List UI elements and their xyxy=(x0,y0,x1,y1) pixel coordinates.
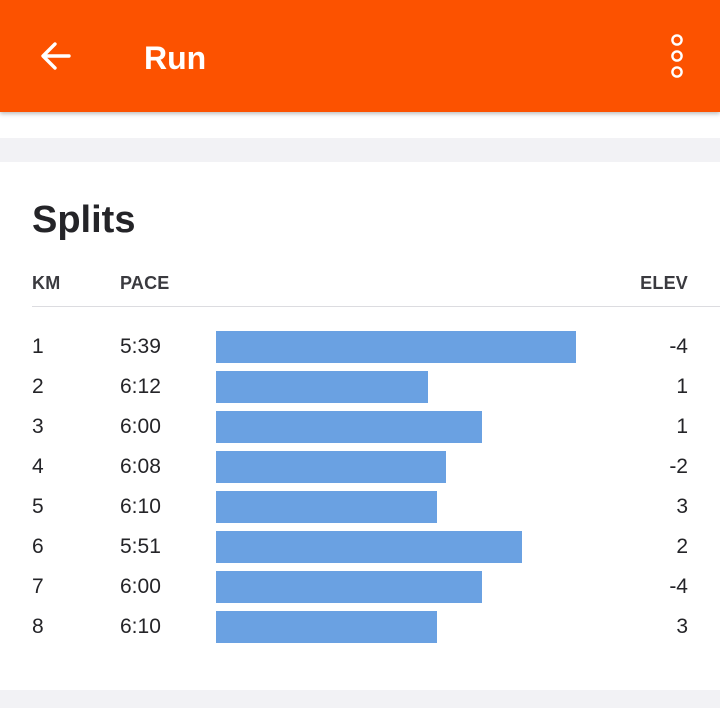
split-pace: 5:51 xyxy=(120,535,161,558)
more-options-button[interactable] xyxy=(652,30,702,86)
split-pace: 6:12 xyxy=(120,375,161,398)
split-row: 3 6:00 1 xyxy=(0,407,720,447)
split-pace-bar xyxy=(216,531,523,563)
back-button[interactable] xyxy=(24,32,88,84)
split-elev: 2 xyxy=(676,535,688,558)
more-vertical-icon xyxy=(669,33,685,84)
split-row: 2 6:12 1 xyxy=(0,367,720,407)
split-pace-bar xyxy=(216,451,446,483)
split-pace: 6:00 xyxy=(120,575,161,598)
split-km: 3 xyxy=(32,415,44,438)
split-row: 8 6:10 3 xyxy=(0,607,720,647)
split-km: 4 xyxy=(32,455,44,478)
split-pace: 6:10 xyxy=(120,615,161,638)
split-pace-bar xyxy=(216,491,437,523)
split-pace: 6:08 xyxy=(120,455,161,478)
split-pace-bar xyxy=(216,371,428,403)
split-pace: 6:00 xyxy=(120,415,161,438)
split-pace-bar xyxy=(216,331,576,363)
split-elev: -2 xyxy=(669,455,688,478)
split-elev: -4 xyxy=(669,575,688,598)
split-km: 8 xyxy=(32,615,44,638)
split-km: 5 xyxy=(32,495,44,518)
split-pace-bar xyxy=(216,571,482,603)
split-row: 1 5:39 -4 xyxy=(0,327,720,367)
split-row: 6 5:51 2 xyxy=(0,527,720,567)
splits-card: Splits KM PACE ELEV 1 5:39 -4 2 6:12 1 3… xyxy=(0,162,720,690)
split-pace: 6:10 xyxy=(120,495,161,518)
split-km: 7 xyxy=(32,575,44,598)
split-elev: -4 xyxy=(669,335,688,358)
split-elev: 3 xyxy=(676,495,688,518)
split-km: 2 xyxy=(32,375,44,398)
split-pace-bar xyxy=(216,411,482,443)
split-km: 1 xyxy=(32,335,44,358)
splits-list: 1 5:39 -4 2 6:12 1 3 6:00 1 4 6:08 -2 5 … xyxy=(0,327,720,647)
pace-column-header: PACE xyxy=(120,273,170,293)
page-title: Run xyxy=(144,40,207,76)
split-row: 4 6:08 -2 xyxy=(0,447,720,487)
km-column-header: KM xyxy=(32,273,61,293)
previous-card-bottom xyxy=(0,112,720,138)
arrow-left-icon xyxy=(39,39,73,78)
splits-title: Splits xyxy=(32,199,136,241)
split-pace: 5:39 xyxy=(120,335,161,358)
split-row: 7 6:00 -4 xyxy=(0,567,720,607)
elev-column-header: ELEV xyxy=(640,273,688,293)
split-row: 5 6:10 3 xyxy=(0,487,720,527)
split-elev: 3 xyxy=(676,615,688,638)
app-bar: Run xyxy=(0,0,720,112)
split-pace-bar xyxy=(216,611,437,643)
split-km: 6 xyxy=(32,535,44,558)
split-elev: 1 xyxy=(676,375,688,398)
header-divider xyxy=(32,306,720,307)
split-elev: 1 xyxy=(676,415,688,438)
